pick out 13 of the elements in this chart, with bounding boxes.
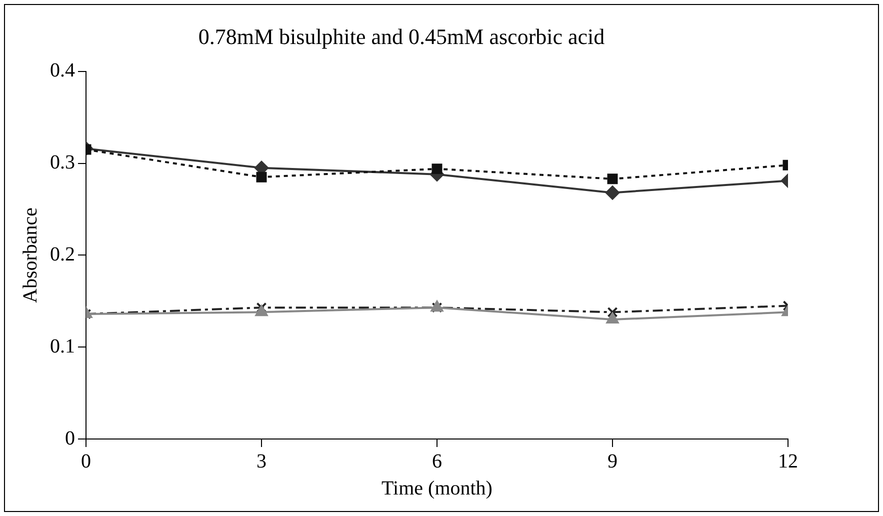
- y-tick-label: 0.3: [50, 152, 75, 174]
- y-tick-label: 0.2: [50, 243, 75, 266]
- y-tick-label: 0.4: [50, 60, 75, 82]
- x-tick-label: 0: [81, 450, 91, 472]
- y-axis-title: Absorbance: [19, 207, 42, 303]
- x-axis-title: Time (month): [382, 477, 492, 500]
- chart-title: 0.78mM bisulphite and 0.45mM ascorbic acid: [198, 24, 605, 49]
- y-tick-label: 0.1: [50, 335, 75, 358]
- x-tick-label: 3: [256, 450, 266, 472]
- x-tick-label: 6: [432, 450, 442, 472]
- y-tick-label: 0: [65, 427, 75, 450]
- x-tick-label: 12: [778, 450, 798, 472]
- x-tick-label: 9: [608, 450, 618, 472]
